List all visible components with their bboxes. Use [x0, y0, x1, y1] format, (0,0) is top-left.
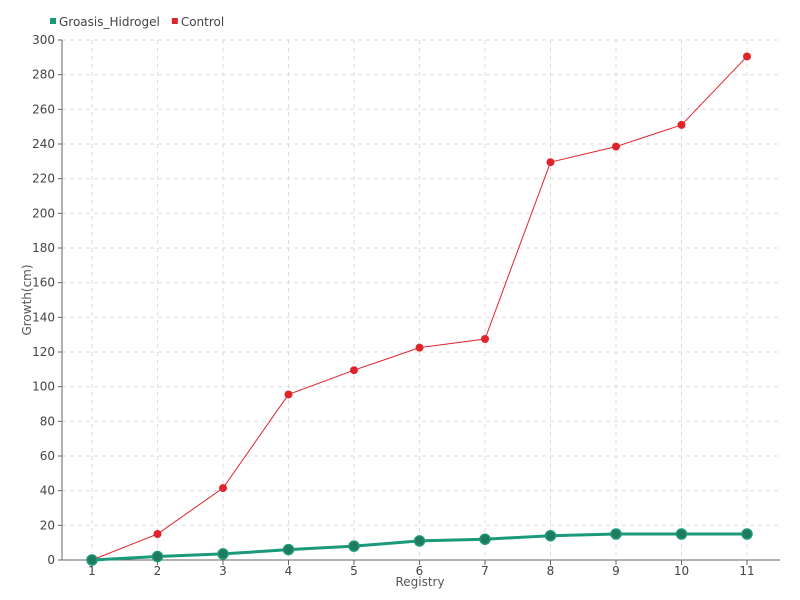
data-point[interactable] — [284, 390, 293, 399]
x-tick-label: 6 — [416, 564, 424, 578]
data-point[interactable] — [151, 550, 164, 563]
y-tick-label: 0 — [47, 553, 55, 567]
x-tick-label: 11 — [739, 564, 754, 578]
y-tick-label: 40 — [40, 484, 55, 498]
data-point[interactable] — [675, 528, 688, 540]
x-tick-label: 9 — [612, 564, 620, 578]
x-axis-title: Registry — [395, 575, 444, 589]
data-point[interactable] — [219, 484, 227, 493]
data-point[interactable] — [348, 540, 360, 552]
y-tick-label: 220 — [32, 172, 55, 186]
data-point[interactable] — [86, 554, 98, 566]
y-tick-label: 120 — [32, 345, 55, 359]
data-point[interactable] — [481, 335, 489, 343]
data-point[interactable] — [415, 343, 424, 352]
y-tick-label: 60 — [40, 449, 55, 463]
data-point[interactable] — [544, 529, 557, 542]
data-point[interactable] — [546, 158, 555, 167]
data-point[interactable] — [413, 535, 426, 547]
y-tick-label: 280 — [32, 68, 55, 82]
grid-lines — [62, 39, 780, 560]
y-tick-label: 20 — [40, 518, 55, 532]
y-tick-label: 160 — [32, 276, 55, 290]
data-point[interactable] — [282, 543, 295, 556]
axes — [58, 39, 780, 565]
legend-label: Control — [181, 15, 224, 29]
y-tick-label: 240 — [32, 137, 55, 151]
legend-label: Groasis_Hidrogel — [59, 15, 160, 29]
x-tick-label: 1 — [88, 564, 96, 578]
x-tick-label: 7 — [481, 564, 489, 578]
y-tick-label: 80 — [40, 414, 55, 428]
data-point[interactable] — [153, 530, 162, 538]
y-tick-label: 180 — [32, 241, 55, 255]
y-tick-label: 140 — [32, 310, 55, 324]
y-tick-labels: 0 20 40 60 80 100 120 140 160 180 200 220 240 260 280 3… — [32, 33, 55, 567]
x-tick-label: 8 — [547, 564, 555, 578]
x-tick-label: 4 — [285, 564, 293, 578]
x-tick-label: 3 — [219, 564, 227, 578]
y-tick-label: 260 — [32, 102, 55, 116]
legend-swatch — [171, 18, 178, 24]
y-tick-label: 200 — [32, 206, 55, 220]
x-tick-label: 10 — [674, 564, 689, 578]
y-axis-title: Growth(cm) — [20, 264, 34, 335]
x-tick-label: 2 — [154, 564, 162, 578]
data-point[interactable] — [743, 52, 751, 61]
y-tick-label: 100 — [32, 380, 55, 394]
data-point[interactable] — [677, 120, 686, 129]
data-point[interactable] — [350, 366, 358, 375]
legend: Groasis_Hidrogel Control — [50, 15, 224, 29]
data-point[interactable] — [479, 533, 491, 545]
legend-swatch — [50, 18, 56, 24]
y-tick-label: 300 — [32, 33, 55, 47]
series-layer — [86, 52, 753, 566]
data-point[interactable] — [217, 548, 229, 560]
data-point[interactable] — [612, 142, 620, 151]
series-groasis-hidrogel — [86, 528, 753, 566]
data-point[interactable] — [610, 528, 622, 540]
data-point[interactable] — [741, 528, 753, 540]
x-tick-label: 5 — [350, 564, 358, 578]
x-tick-labels: 1 2 3 4 5 6 7 8 9 10 11 — [88, 564, 754, 578]
